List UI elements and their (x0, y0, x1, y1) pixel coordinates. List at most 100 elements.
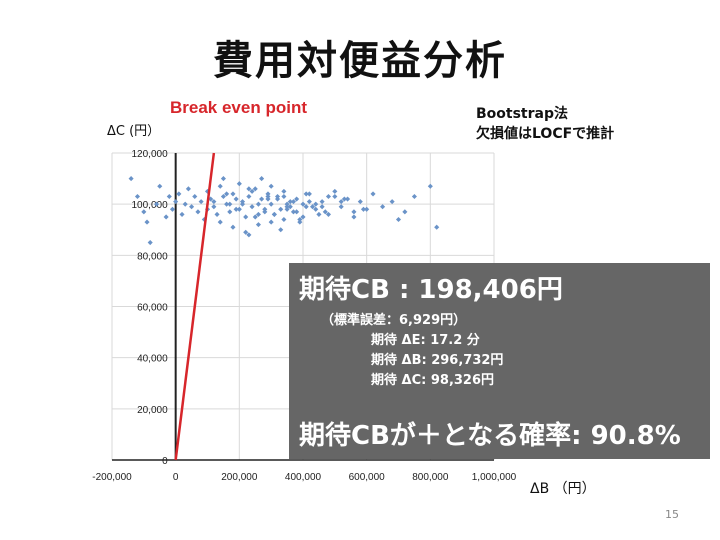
std-error: （標準誤差：6,929円） (321, 313, 467, 328)
data-point (303, 204, 309, 210)
break-even-label: Break even point (170, 98, 307, 117)
data-point (281, 188, 287, 194)
page-number: 15 (665, 508, 679, 521)
data-point (360, 206, 367, 212)
data-point (163, 214, 169, 220)
expected-delta-c: 期待 ΔC: 98,326円 (371, 373, 495, 388)
data-point (294, 209, 300, 215)
data-point (220, 176, 226, 182)
data-point (268, 219, 274, 225)
data-point (351, 214, 357, 220)
data-point (166, 193, 172, 200)
data-point (434, 224, 440, 230)
data-point (341, 196, 347, 202)
data-point (252, 186, 258, 192)
expected-delta-b: 期待 ΔB: 296,732円 (371, 353, 504, 368)
x-tick-label: 400,000 (285, 472, 322, 483)
data-point (411, 193, 417, 200)
data-point (255, 201, 261, 207)
data-point (246, 193, 252, 200)
y-tick-label: 20,000 (137, 405, 168, 416)
data-point (294, 196, 300, 202)
data-point (268, 183, 274, 189)
method-line-1: Bootstrap法 (476, 106, 568, 122)
data-point (357, 199, 363, 205)
data-point (134, 193, 141, 200)
data-point (144, 219, 150, 225)
data-point (389, 199, 395, 205)
data-point (310, 204, 316, 210)
data-point (224, 191, 230, 197)
data-point (182, 201, 188, 207)
data-point (211, 204, 217, 210)
data-point (227, 201, 233, 207)
expected-delta-e: 期待 ΔE: 17.2 分 (371, 333, 480, 348)
data-point (281, 216, 287, 223)
method-note: Bootstrap法 欠損値はLOCFで推計 (476, 104, 614, 144)
y-tick-label: 60,000 (137, 303, 168, 314)
data-point (230, 191, 236, 197)
data-point (427, 183, 433, 189)
data-point (217, 219, 223, 225)
data-point (243, 214, 249, 220)
data-point (325, 211, 332, 217)
data-point (402, 209, 408, 215)
data-point (332, 188, 338, 194)
data-point (338, 204, 344, 210)
data-point (236, 181, 242, 187)
x-axis-label: ΔB （円） (530, 481, 596, 497)
data-point (214, 211, 220, 217)
method-line-2: 欠損値はLOCFで推計 (476, 126, 615, 142)
break-even-line (174, 152, 216, 461)
data-point (281, 193, 287, 200)
data-point (274, 193, 281, 200)
data-point (179, 211, 185, 217)
data-point (236, 206, 242, 212)
data-point (297, 219, 303, 225)
data-point (224, 201, 230, 207)
data-point (173, 199, 179, 205)
data-point (306, 191, 312, 197)
data-point (230, 224, 236, 230)
data-point (395, 216, 402, 223)
data-point (262, 206, 268, 212)
data-point (239, 199, 246, 205)
data-point (325, 193, 332, 200)
x-tick-label: 600,000 (349, 472, 386, 483)
y-tick-label: 0 (162, 456, 168, 467)
data-point (211, 199, 217, 205)
x-tick-label: 1,000,000 (472, 472, 517, 483)
slide-title: 費用対便益分析 (213, 38, 507, 84)
data-point (259, 176, 265, 182)
data-point (332, 193, 338, 200)
x-tick-label: 0 (173, 472, 179, 483)
data-point (217, 183, 223, 189)
positive-probability: 期待CBが＋となる確率: 90.8% (299, 421, 681, 451)
data-point (176, 191, 182, 197)
data-point (303, 191, 309, 197)
data-point (370, 191, 376, 197)
data-point (319, 199, 325, 205)
data-point (316, 211, 322, 217)
data-point (233, 196, 239, 202)
data-point (259, 196, 265, 202)
data-point (157, 183, 163, 189)
data-point (239, 201, 246, 207)
data-point (169, 206, 176, 212)
data-point (306, 199, 312, 205)
data-point (268, 201, 274, 207)
y-tick-label: 100,000 (132, 200, 169, 211)
x-tick-label: 200,000 (221, 472, 258, 483)
data-point (246, 186, 252, 192)
data-point (198, 199, 204, 205)
data-point (351, 209, 357, 215)
data-point (154, 201, 160, 207)
x-tick-label: 800,000 (412, 472, 449, 483)
data-point (192, 193, 198, 200)
data-point (255, 222, 261, 228)
data-point (233, 206, 239, 212)
expected-cb: 期待CB : 198,406円 (299, 275, 563, 305)
data-point (380, 204, 386, 210)
y-tick-label: 40,000 (137, 354, 168, 365)
data-point (249, 204, 255, 210)
